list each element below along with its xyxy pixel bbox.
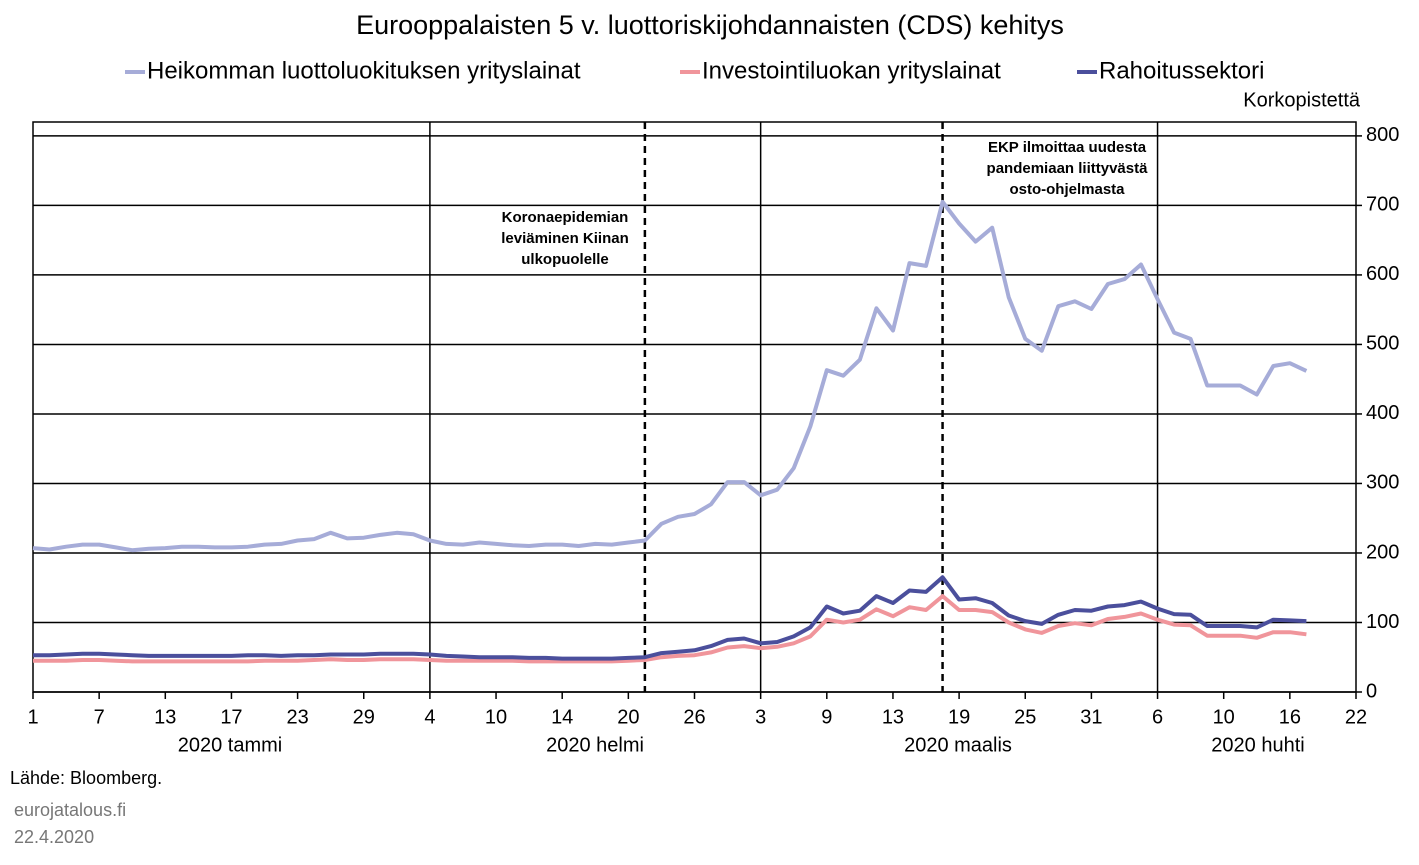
x-tick-label: 26: [683, 706, 705, 728]
legend-label: Rahoitussektori: [1099, 57, 1264, 84]
series-line: [32, 199, 1308, 553]
y-tick-label: 0: [1366, 680, 1377, 702]
month-label: 2020 huhti: [1211, 734, 1304, 756]
series-line: [33, 575, 1307, 661]
y-axis-label: Korkopistettä: [1243, 89, 1361, 111]
x-tick-label: 20: [617, 706, 639, 728]
y-tick-label: 300: [1366, 472, 1399, 494]
annotation: leviäminen Kiinan: [501, 230, 629, 247]
month-label: 2020 maalis: [904, 734, 1012, 756]
y-tick-label: 800: [1366, 124, 1399, 146]
x-tick-label: 9: [821, 706, 832, 728]
y-tick-label: 500: [1366, 333, 1399, 355]
y-tick-label: 700: [1366, 194, 1399, 216]
annotation: osto-ohjelmasta: [1009, 181, 1125, 198]
chart-title: Eurooppalaisten 5 v. luottoriskijohdanna…: [356, 10, 1064, 40]
annotation: Koronaepidemian: [502, 209, 629, 226]
y-tick-label: 100: [1366, 611, 1399, 633]
x-tick-label: 7: [94, 706, 105, 728]
x-tick-label: 14: [551, 706, 573, 728]
series-line: [33, 594, 1307, 664]
x-tick-label: 19: [948, 706, 970, 728]
x-tick-label: 16: [1279, 706, 1301, 728]
annotation: pandemiaan liittyvästä: [987, 160, 1149, 177]
y-tick-label: 400: [1366, 402, 1399, 424]
source: Lähde: Bloomberg.: [10, 768, 162, 788]
x-tick-label: 29: [353, 706, 375, 728]
x-tick-label: 10: [485, 706, 507, 728]
legend-label: Investointiluokan yrityslainat: [702, 57, 1001, 84]
legend-label: Heikomman luottoluokituksen yrityslainat: [147, 57, 581, 84]
y-tick-label: 600: [1366, 263, 1399, 285]
x-tick-label: 3: [755, 706, 766, 728]
date: 22.4.2020: [14, 827, 94, 847]
y-tick-label: 200: [1366, 541, 1399, 563]
x-tick-label: 10: [1213, 706, 1235, 728]
x-tick-label: 1: [27, 706, 38, 728]
annotation: ulkopuolelle: [521, 251, 609, 268]
x-tick-label: 23: [286, 706, 308, 728]
x-tick-label: 13: [154, 706, 176, 728]
x-tick-label: 6: [1152, 706, 1163, 728]
x-tick-label: 31: [1080, 706, 1102, 728]
month-label: 2020 helmi: [546, 734, 644, 756]
x-tick-label: 22: [1345, 706, 1367, 728]
x-tick-label: 17: [220, 706, 242, 728]
x-tick-label: 13: [882, 706, 904, 728]
x-tick-label: 4: [424, 706, 435, 728]
annotation: EKP ilmoittaa uudesta: [988, 139, 1147, 156]
month-label: 2020 tammi: [178, 734, 283, 756]
publisher: eurojatalous.fi: [14, 800, 126, 820]
x-tick-label: 25: [1014, 706, 1036, 728]
